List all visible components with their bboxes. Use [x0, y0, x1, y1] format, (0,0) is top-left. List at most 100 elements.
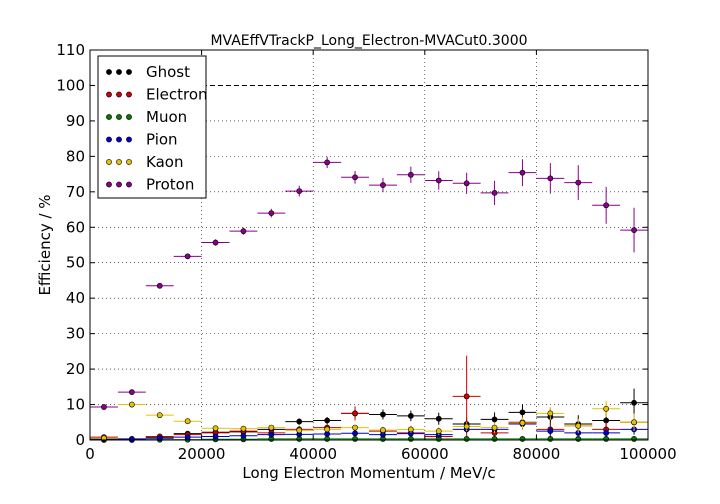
series-electron [90, 355, 648, 443]
axis-ticks: 0 20000 40000 60000 80000 100000 0 10 20 30 40 50 60… [56, 41, 676, 463]
y-tick-label: 40 [66, 289, 85, 307]
proton-point [603, 202, 610, 209]
x-tick-label: 80000 [513, 445, 561, 463]
muon-point [352, 436, 358, 442]
proton-point [519, 169, 526, 176]
proton-point [324, 159, 331, 166]
kaon-point [491, 424, 498, 431]
x-axis-label: Long Electron Momentum / MeV/c [242, 464, 495, 482]
x-tick-label: 100000 [619, 445, 676, 463]
x-tick-label: 60000 [401, 445, 449, 463]
muon-point [491, 436, 498, 442]
legend-marker-ghost [106, 69, 112, 75]
y-tick-label: 80 [66, 147, 85, 165]
y-tick-label: 20 [66, 360, 85, 378]
pion-point [128, 436, 135, 443]
proton-point [184, 253, 191, 260]
kaon-point [519, 420, 526, 426]
proton-point [407, 171, 414, 178]
pion-point [268, 431, 275, 438]
legend-label-muon: Muon [146, 108, 187, 126]
legend-marker-kaon [116, 159, 122, 165]
muon-point [631, 436, 637, 442]
ghost-point [435, 415, 442, 422]
legend-marker-kaon [126, 159, 132, 165]
y-tick-label: 110 [56, 41, 85, 59]
kaon-point [575, 422, 582, 429]
proton-point [268, 210, 275, 216]
series-proton [90, 156, 648, 410]
kaon-point [407, 426, 414, 433]
x-tick-label: 40000 [289, 445, 337, 463]
kaon-point [603, 405, 610, 412]
legend-marker-electron [126, 91, 132, 98]
legend-label-proton: Proton [146, 176, 194, 194]
legend-marker-proton [116, 181, 122, 188]
gridlines [90, 50, 648, 440]
ghost-point [491, 416, 498, 423]
kaon-point [380, 427, 386, 433]
legend-marker-muon [106, 114, 112, 120]
legend-marker-electron [116, 91, 122, 98]
y-axis-label: Efficiency / % [36, 194, 54, 295]
legend-marker-proton [106, 181, 112, 188]
proton-point [296, 188, 303, 195]
legend-marker-pion [126, 136, 132, 143]
legend-marker-pion [106, 136, 112, 143]
ghost-point [296, 418, 303, 425]
legend-marker-kaon [106, 159, 112, 165]
proton-point [491, 189, 498, 196]
proton-point [156, 282, 163, 289]
legend-item-proton: Proton [106, 176, 194, 194]
electron-point [352, 410, 358, 417]
pion-point [603, 430, 610, 436]
legend-marker-electron [106, 91, 112, 98]
muon-point [324, 436, 331, 442]
legend-item-pion: Pion [106, 131, 178, 149]
kaon-point [156, 412, 163, 419]
ghost-point [631, 399, 637, 406]
legend-box [97, 55, 207, 199]
x-tick-label: 0 [85, 445, 95, 463]
y-tick-label: 0 [75, 431, 85, 449]
kaon-point [547, 410, 554, 417]
legend-item-kaon: Kaon [106, 153, 183, 171]
muon-point [407, 436, 414, 442]
kaon-point [268, 424, 275, 431]
kaon-point [240, 425, 247, 432]
series-kaon [90, 400, 648, 442]
kaon-point [184, 418, 191, 425]
electron-point [463, 393, 470, 400]
kaon-point [352, 424, 358, 431]
proton-point [631, 227, 637, 234]
proton-point [101, 404, 107, 410]
muon-point [463, 436, 470, 442]
y-tick-label: 70 [66, 183, 85, 201]
proton-point [575, 179, 582, 186]
legend-marker-muon [126, 114, 132, 120]
kaon-point [128, 401, 135, 408]
ghost-point [324, 417, 331, 424]
proton-point [128, 389, 135, 396]
proton-point [212, 239, 219, 246]
data-layer [90, 156, 648, 443]
y-tick-label: 100 [56, 76, 85, 94]
plot-frame [89, 49, 649, 441]
kaon-point [212, 425, 219, 432]
muon-point [547, 436, 554, 442]
y-tick-label: 50 [66, 254, 85, 272]
legend-label-electron: Electron [146, 86, 208, 104]
y-tick-label: 90 [66, 112, 85, 130]
kaon-point [324, 426, 331, 433]
legend-marker-ghost [126, 69, 132, 75]
y-tick-label: 30 [66, 325, 85, 343]
legend-label-pion: Pion [146, 131, 178, 149]
ghost-point [519, 409, 526, 416]
legend-marker-ghost [116, 69, 122, 75]
legend-marker-proton [126, 181, 132, 188]
muon-point [519, 436, 526, 442]
kaon-point [296, 427, 303, 434]
chart-title: MVAEffVTrackP_Long_Electron-MVACut0.3000 [210, 33, 527, 49]
x-tick-label: 20000 [178, 445, 226, 463]
pion-point [240, 432, 247, 439]
